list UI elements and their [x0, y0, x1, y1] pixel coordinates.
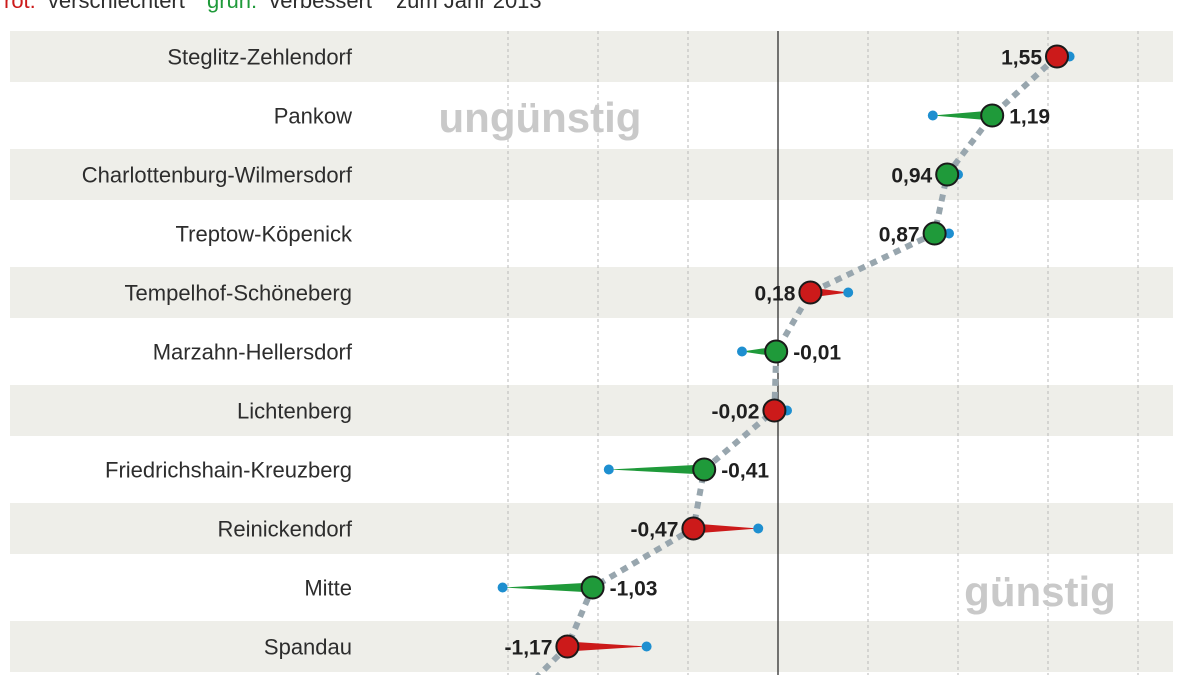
change-wedge	[567, 641, 647, 652]
gridlines	[507, 31, 1139, 675]
legend-better-text: verbessert	[269, 0, 372, 13]
change-wedge	[932, 110, 993, 121]
previous-value-dot	[737, 346, 747, 357]
district-label: Steglitz-Zehlendorf	[167, 45, 353, 70]
district-label: Lichtenberg	[237, 399, 352, 424]
current-value-dot	[764, 339, 789, 364]
previous-value-dot	[753, 523, 764, 534]
previous-value-dot	[603, 464, 614, 475]
row-stripe	[10, 385, 1173, 436]
value-label: -0,47	[631, 519, 679, 542]
unfavorable-annotation: ungünstig	[439, 94, 642, 141]
current-value-dot	[1045, 44, 1069, 69]
district-label: Charlottenburg-Wilmersdorf	[82, 163, 353, 188]
district-label: Reinickendorf	[217, 517, 352, 542]
district-label: Spandau	[264, 635, 352, 660]
legend-better-label: grün:	[207, 0, 257, 13]
value-label: -0,01	[793, 342, 841, 365]
legend: rot: verschlechtert grün: verbessert zum…	[4, 0, 542, 13]
value-label: -1,17	[505, 637, 553, 660]
value-label: 0,18	[755, 283, 796, 306]
current-value-dot	[762, 398, 787, 423]
current-value-dot	[798, 280, 823, 305]
change-wedge	[608, 464, 705, 475]
previous-value-dot	[641, 641, 652, 652]
district-label: Mitte	[304, 576, 352, 601]
change-wedge	[693, 523, 759, 534]
legend-reference: zum Jahr 2013	[396, 0, 542, 13]
row-stripe	[10, 149, 1173, 200]
previous-value-dot	[927, 110, 938, 121]
current-value-dot	[922, 221, 947, 246]
value-label: 1,19	[1009, 106, 1050, 129]
legend-worse-label: rot:	[4, 0, 36, 13]
row-stripe	[10, 503, 1173, 554]
favorable-annotation: günstig	[964, 568, 1116, 615]
data-rows: Steglitz-Zehlendorf 1,55 Pankow 1,19 Charlot…	[82, 44, 1075, 660]
previous-value-dot	[497, 582, 508, 593]
current-value-dot	[555, 634, 580, 659]
previous-value-dot	[944, 228, 954, 239]
current-value-dot	[580, 575, 605, 600]
row-stripe	[10, 31, 1173, 82]
value-label: -0,02	[712, 401, 760, 424]
district-label: Tempelhof-Schöneberg	[125, 281, 352, 306]
current-value-dot	[692, 457, 717, 482]
value-label: 1,55	[1001, 47, 1042, 70]
value-label: -1,03	[610, 578, 658, 601]
current-value-dot	[980, 103, 1005, 128]
district-label: Marzahn-Hellersdorf	[153, 340, 353, 365]
value-label: -0,41	[721, 460, 769, 483]
district-label: Treptow-Köpenick	[176, 222, 353, 247]
district-label: Friedrichshain-Kreuzberg	[105, 458, 352, 483]
svg-text:rot: verschlechtert: rot: verschlechtert grün: verbessert zum…	[4, 0, 542, 13]
legend-worse-text: verschlechtert	[48, 0, 185, 13]
value-label: 0,87	[879, 224, 920, 247]
change-wedge	[502, 582, 593, 593]
current-value-dot	[681, 516, 706, 541]
current-value-dot	[935, 162, 960, 187]
previous-value-dot	[843, 287, 854, 298]
district-label: Pankow	[274, 104, 352, 129]
row-stripe	[10, 267, 1173, 318]
value-label: 0,94	[891, 165, 932, 188]
